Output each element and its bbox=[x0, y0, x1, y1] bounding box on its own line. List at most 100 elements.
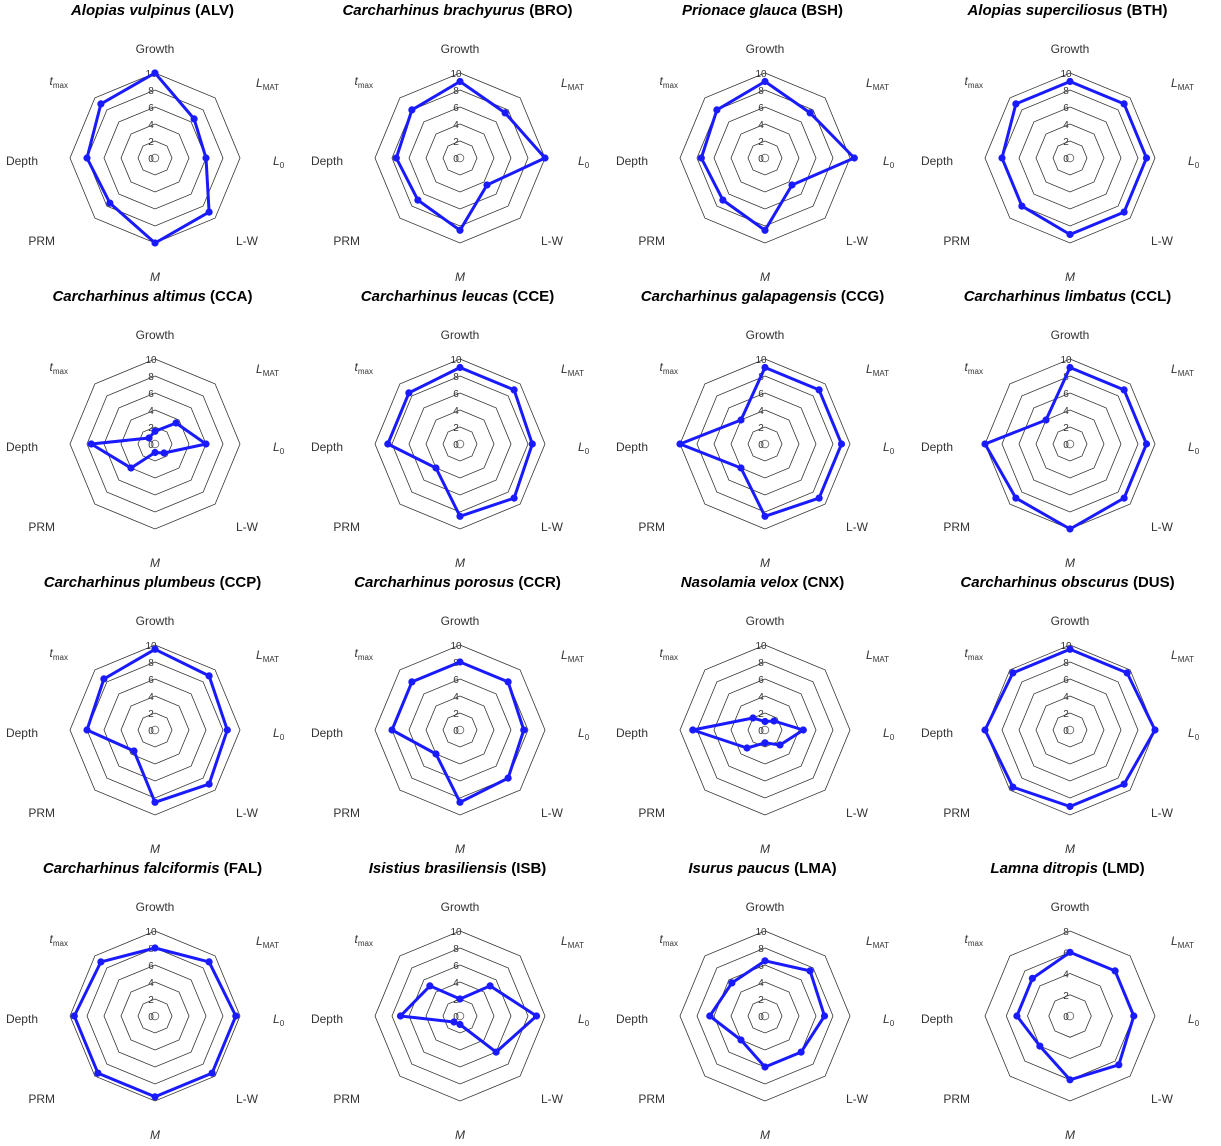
tick-label: 0 bbox=[453, 154, 459, 165]
grid-ring bbox=[1035, 695, 1105, 765]
data-point bbox=[1120, 494, 1128, 502]
axis-label: LMAT bbox=[256, 76, 279, 92]
axis-label: L0 bbox=[1188, 726, 1200, 742]
data-point bbox=[151, 239, 159, 247]
tick-label: 2 bbox=[148, 137, 154, 148]
tick-label: 2 bbox=[1063, 709, 1069, 720]
species-code: (BRO) bbox=[525, 2, 573, 19]
axis-label: LMAT bbox=[561, 934, 584, 950]
data-point bbox=[1066, 1076, 1074, 1084]
data-series-line bbox=[399, 984, 538, 1054]
axis-label: LMAT bbox=[866, 76, 889, 92]
axis-label: L-W bbox=[1151, 1092, 1174, 1106]
data-point bbox=[761, 717, 769, 726]
data-point bbox=[151, 944, 159, 952]
data-point bbox=[1120, 100, 1128, 108]
axis-label: LMAT bbox=[1171, 362, 1194, 378]
axis-label: Depth bbox=[616, 726, 648, 740]
radar-svg: 0 2 4 6 8 10 Growth LMAT L0 L-W M PRM Depth tmax bbox=[616, 614, 895, 856]
axis-label: L-W bbox=[236, 234, 259, 248]
axis-label: Growth bbox=[136, 328, 175, 342]
radar-panel: Carcharhinus plumbeus (CCP) 0 2 4 6 8 10 Growth… bbox=[0, 572, 305, 858]
grid-ring bbox=[86, 661, 224, 799]
tick-label: 2 bbox=[758, 423, 764, 434]
grid-ring bbox=[69, 644, 241, 816]
tick-label: 10 bbox=[1060, 69, 1072, 80]
data-point bbox=[456, 512, 464, 520]
tick-label: 10 bbox=[1060, 355, 1072, 366]
grid-ring bbox=[103, 392, 207, 496]
tick-label: 2 bbox=[758, 709, 764, 720]
radar-svg: 0 2 4 6 8 10 Growth LMAT L0 L-W M PRM Depth tmax bbox=[921, 614, 1200, 856]
data-point bbox=[1120, 208, 1128, 216]
radar-panel: Prionace glauca (BSH) 0 2 4 6 8 10 Growth LMAT L0… bbox=[610, 0, 915, 286]
data-point bbox=[820, 1012, 829, 1020]
grid-ring bbox=[984, 644, 1156, 816]
panel-title: Lamna ditropis (LMD) bbox=[915, 860, 1220, 877]
grid-ring bbox=[713, 106, 817, 210]
data-point bbox=[676, 440, 684, 448]
data-point bbox=[94, 1069, 102, 1077]
tick-label: 6 bbox=[148, 103, 154, 114]
data-point bbox=[981, 726, 989, 734]
data-point bbox=[202, 154, 210, 162]
axis-label: tmax bbox=[965, 932, 983, 948]
tick-label: 2 bbox=[1063, 991, 1069, 1002]
grid-ring-inner bbox=[455, 725, 465, 735]
data-point bbox=[998, 154, 1006, 162]
grid-ring bbox=[984, 358, 1156, 530]
grid-ring bbox=[137, 998, 173, 1034]
tick-label: 8 bbox=[148, 658, 154, 669]
data-point bbox=[850, 154, 858, 162]
tick-label: 6 bbox=[148, 389, 154, 400]
tick-label: 2 bbox=[148, 709, 154, 720]
data-point bbox=[87, 440, 95, 448]
axis-label: PRM bbox=[638, 1092, 665, 1106]
tick-label: 8 bbox=[453, 944, 459, 955]
grid-ring bbox=[1018, 392, 1122, 496]
axis-label: Depth bbox=[6, 440, 38, 454]
axis-label: tmax bbox=[660, 360, 678, 376]
grid-ring-inner bbox=[150, 725, 160, 735]
data-point bbox=[1066, 802, 1074, 811]
data-point bbox=[205, 780, 213, 788]
species-name: Carcharhinus obscurus bbox=[960, 574, 1129, 591]
axis-label: L0 bbox=[883, 440, 895, 456]
axis-label: Depth bbox=[921, 726, 953, 740]
tick-label: 4 bbox=[453, 406, 459, 417]
tick-label: 0 bbox=[1063, 440, 1069, 451]
panel-title: Isurus paucus (LMA) bbox=[610, 860, 915, 877]
data-point bbox=[1130, 1012, 1138, 1020]
species-name: Prionace glauca bbox=[682, 2, 798, 19]
axis-label: Growth bbox=[1051, 42, 1090, 56]
axis-label: Depth bbox=[6, 154, 38, 168]
axis-label: PRM bbox=[638, 520, 665, 534]
data-point bbox=[456, 1020, 464, 1029]
data-point bbox=[70, 1012, 78, 1020]
tick-label: 2 bbox=[453, 995, 459, 1006]
data-point bbox=[504, 678, 512, 686]
grid-ring-inner bbox=[455, 153, 465, 163]
grid-ring bbox=[1001, 89, 1139, 227]
tick-label: 0 bbox=[1063, 154, 1069, 165]
axis-label: M bbox=[760, 1128, 770, 1142]
data-point bbox=[1009, 783, 1017, 791]
data-series-line bbox=[85, 647, 229, 804]
data-point bbox=[130, 747, 138, 755]
axis-label: LMAT bbox=[256, 934, 279, 950]
data-point bbox=[483, 181, 491, 189]
data-point bbox=[981, 440, 989, 448]
grid-ring-inner bbox=[1065, 1011, 1075, 1021]
tick-label: 10 bbox=[1060, 641, 1072, 652]
data-point bbox=[83, 726, 91, 734]
tick-label: 6 bbox=[453, 389, 459, 400]
tick-label: 10 bbox=[755, 69, 767, 80]
axis-label: L0 bbox=[578, 154, 590, 170]
grid-ring-inner bbox=[455, 439, 465, 449]
data-point bbox=[456, 77, 464, 86]
tick-label: 4 bbox=[148, 120, 154, 131]
axis-label: L-W bbox=[541, 1092, 564, 1106]
grid-ring bbox=[747, 140, 783, 176]
panel-title: Carcharhinus brachyurus (BRO) bbox=[305, 2, 610, 19]
axis-label: PRM bbox=[333, 234, 360, 248]
